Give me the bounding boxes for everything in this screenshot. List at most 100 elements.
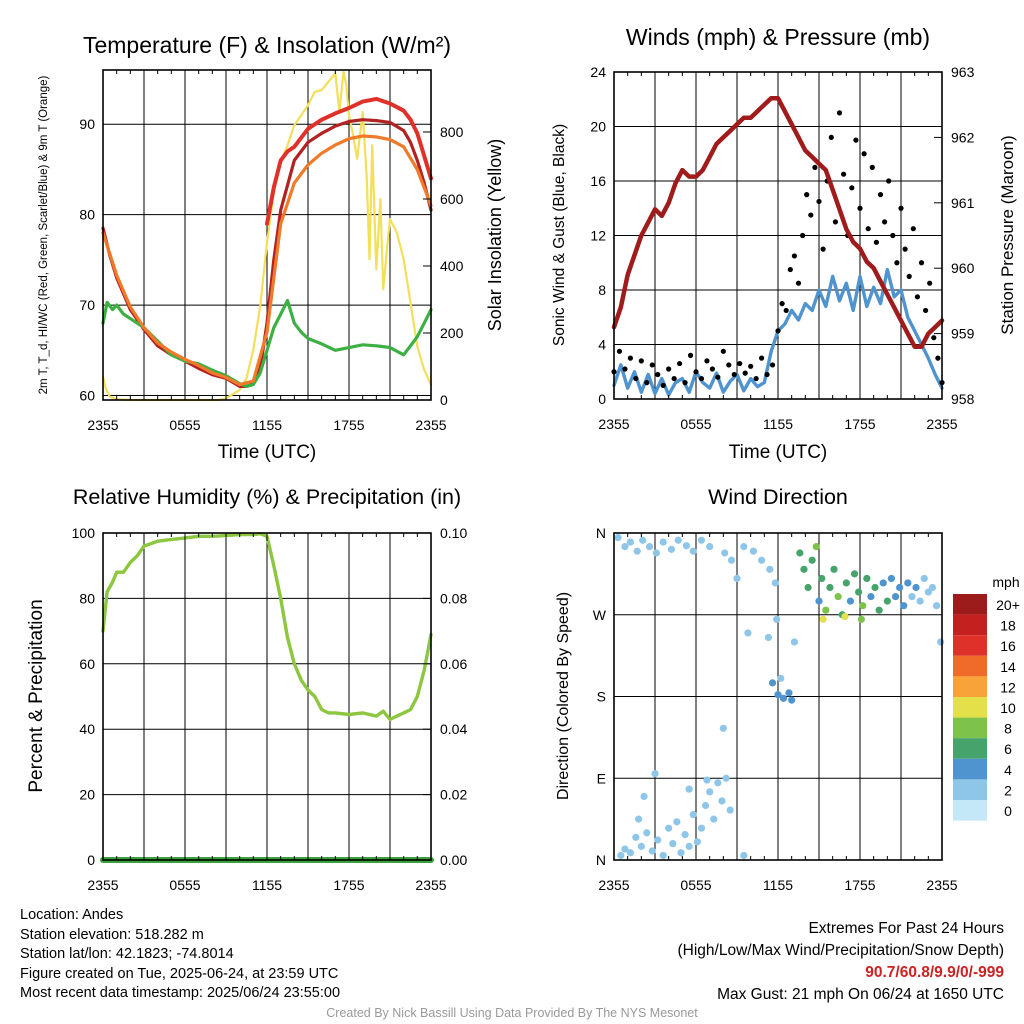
direction-point	[774, 691, 782, 699]
direction-point	[714, 779, 722, 787]
x-tick-label: 1755	[333, 877, 364, 893]
direction-point	[857, 615, 865, 623]
y-right-tick-label: 0.06	[440, 656, 467, 672]
gust-point	[660, 382, 666, 388]
gust-point	[836, 110, 843, 116]
direction-point	[632, 833, 640, 841]
x-tick-label: 1755	[844, 416, 875, 432]
gust-point	[841, 171, 847, 177]
direction-point	[669, 840, 677, 848]
gust-point	[865, 226, 871, 232]
speed-legend: 20+ 18 16 14 12 10 8 6 4 2 0	[953, 594, 1020, 821]
direction-point	[626, 849, 635, 857]
y-right-tick-label: 960	[951, 260, 975, 276]
gust-point	[898, 205, 904, 211]
direction-point	[808, 556, 816, 564]
y-tick-label: 8	[598, 282, 606, 298]
direction-points	[614, 533, 945, 860]
gust-point	[731, 371, 737, 378]
gust-point	[616, 348, 623, 354]
rh-line	[101, 532, 433, 722]
gust-point	[894, 260, 900, 266]
direction-point	[800, 565, 808, 573]
direction-point	[764, 633, 773, 642]
legend-label: 20+	[996, 597, 1020, 613]
gust-point	[677, 360, 683, 367]
direction-point	[908, 592, 916, 601]
x-tick-label: 2355	[87, 877, 118, 893]
extremes-subtitle: (High/Low/Max Wind/Precipitation/Snow De…	[677, 942, 1005, 959]
station-location: Location: Andes	[20, 907, 124, 923]
legend-label: 16	[1000, 638, 1016, 654]
gust-point	[914, 294, 921, 300]
direction-point	[826, 583, 834, 592]
y-tick-label: 0	[87, 852, 95, 868]
direction-ylabel: Direction (Colored By Speed)	[555, 592, 572, 800]
gust-point	[886, 178, 892, 184]
y-right-tick-label: 600	[440, 191, 464, 207]
humidity-title: Relative Humidity (%) & Precipitation (i…	[73, 485, 461, 509]
station-latlon: Station lat/lon: 42.1823; -74.8014	[20, 946, 234, 962]
y-right-tick-label: 959	[951, 326, 975, 342]
direction-point	[697, 824, 706, 832]
extremes-title: Extremes For Past 24 Hours	[808, 920, 1004, 937]
gust-point	[698, 375, 705, 382]
gust-point	[931, 335, 937, 341]
legend-label: 14	[1000, 659, 1016, 675]
gust-point	[849, 185, 855, 191]
direction-point	[689, 547, 697, 555]
gust-point	[622, 366, 628, 372]
direction-point	[703, 776, 711, 784]
winds-series	[611, 95, 945, 397]
gust-point	[927, 280, 933, 286]
direction-point	[639, 536, 647, 544]
gust-point	[783, 307, 789, 314]
gust-point	[726, 362, 732, 368]
direction-point	[815, 597, 823, 605]
direction-point	[697, 536, 706, 544]
humidity-ticks: 2355 0555 1155 1755 2355 0 20 40 60 80 100 0.00 0.02…	[72, 525, 468, 893]
direction-point	[721, 549, 729, 557]
temperature-panel: Temperature (F) & Insolation (W/m²) 2355…	[38, 32, 505, 463]
direction-point	[682, 542, 691, 550]
gust-point	[693, 369, 699, 375]
direction-point	[788, 696, 796, 704]
direction-point	[768, 679, 777, 687]
speed-legend-title: mph	[992, 574, 1019, 590]
y-tick-label: 16	[590, 173, 606, 189]
direction-point	[879, 579, 887, 587]
direction-point	[900, 602, 908, 610]
direction-point	[740, 543, 748, 551]
legend-label: 6	[1004, 741, 1012, 757]
y-right-tick-label: 200	[440, 325, 464, 341]
legend-label: 0	[1004, 803, 1012, 819]
direction-point	[648, 847, 656, 855]
gust-point	[804, 192, 810, 198]
direction-point	[706, 543, 714, 551]
gust-point	[902, 246, 908, 252]
direction-point	[773, 615, 781, 623]
y-tick-label: 0	[598, 391, 606, 407]
direction-point	[920, 574, 928, 583]
direction-point	[841, 612, 849, 621]
y-tick-label: 60	[79, 656, 95, 672]
direction-point	[790, 638, 799, 646]
y-tick-label: 80	[79, 590, 95, 606]
temperature-ticks: 2355 0555 1155 1755 2355 60 70 80 90 0 200 400 600 80…	[79, 70, 464, 433]
direction-point	[693, 838, 701, 846]
y-right-tick-label: 0.02	[440, 787, 467, 803]
legend-swatch	[953, 635, 987, 656]
legend-swatch	[953, 676, 987, 697]
hi-wc-line	[265, 96, 433, 226]
x-tick-label: 0555	[680, 877, 711, 893]
humidity-panel: Relative Humidity (%) & Precipitation (i…	[26, 485, 467, 893]
direction-point	[855, 588, 863, 596]
y-tick-label: 40	[79, 721, 95, 737]
extremes-values: 90.7/60.8/9.9/0/-999	[865, 964, 1004, 981]
direction-point	[614, 533, 622, 542]
direction-point	[654, 836, 662, 844]
direction-point	[819, 615, 827, 623]
direction-point	[912, 583, 920, 592]
y-tick-label: 90	[79, 116, 95, 132]
direction-point	[701, 801, 710, 810]
